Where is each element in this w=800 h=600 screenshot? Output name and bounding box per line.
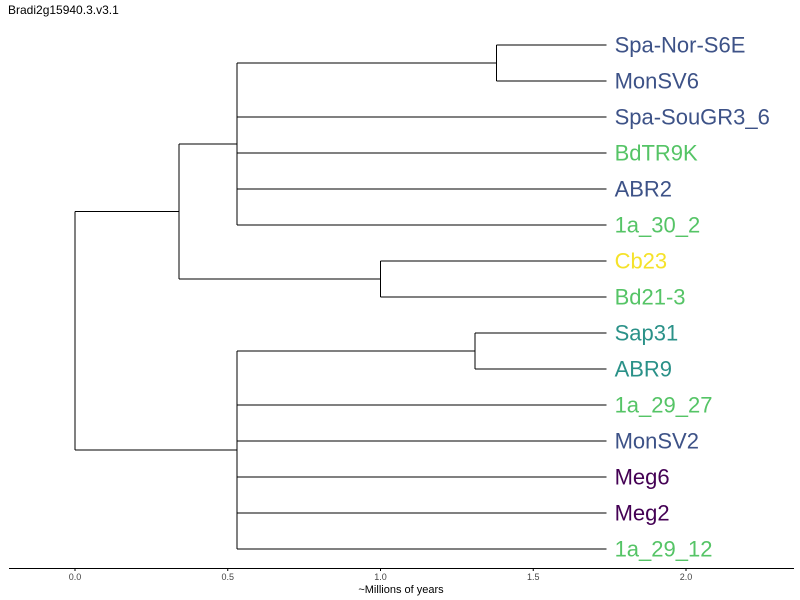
axis-tick-label: 0.5: [221, 572, 234, 582]
axis-tick-label: 0.0: [69, 572, 82, 582]
leaf-label: Bd21-3: [615, 285, 686, 310]
leaf-label: 1a_30_2: [615, 213, 701, 238]
leaf-label: BdTR9K: [615, 141, 698, 166]
axis-tick-label: 1.5: [527, 572, 540, 582]
leaf-label: ABR2: [615, 177, 672, 202]
leaf-label: Spa-SouGR3_6: [615, 105, 770, 130]
leaf-label: ABR9: [615, 357, 672, 382]
axis-tick-label: 1.0: [374, 572, 387, 582]
tree-branches: [74, 44, 607, 550]
leaf-label: MonSV6: [615, 69, 699, 94]
leaf-label: 1a_29_27: [615, 393, 713, 418]
leaf-label: Sap31: [615, 321, 679, 346]
leaf-label: Meg2: [615, 501, 670, 526]
leaf-label: Meg6: [615, 465, 670, 490]
axis-title: ~Millions of years: [358, 584, 444, 596]
leaf-label: Cb23: [615, 249, 668, 274]
tree-title: Bradi2g15940.3.v3.1: [8, 3, 119, 17]
axis-ticks: 0.0 0.5 1.0 1.5 2.0: [69, 568, 693, 582]
leaf-label: Spa-Nor-S6E: [615, 33, 746, 58]
leaf-label: 1a_29_12: [615, 537, 713, 562]
leaf-label: MonSV2: [615, 429, 699, 454]
leaf-labels: Spa-Nor-S6E MonSV6 Spa-SouGR3_6 BdTR9K ABR2 1…: [615, 33, 770, 562]
axis-tick-label: 2.0: [680, 572, 693, 582]
time-axis: 0.0 0.5 1.0 1.5 2.0 ~Millions of years: [9, 568, 794, 596]
